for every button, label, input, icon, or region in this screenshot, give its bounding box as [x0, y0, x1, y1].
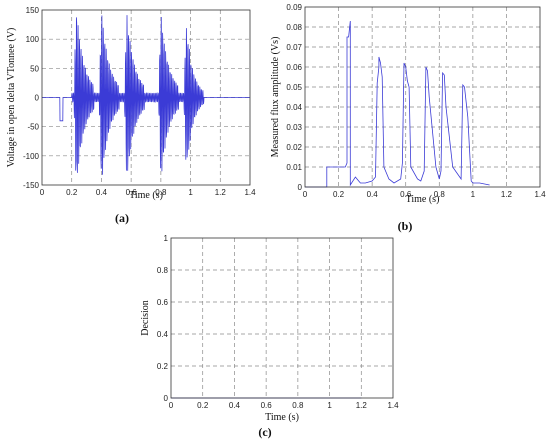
chart-c-ytick-label: 1: [164, 234, 169, 243]
chart-b-x-axis-label: Time (s): [406, 194, 440, 205]
chart-b-series-line: [305, 20, 490, 188]
chart-b-ytick-label: 0.03: [286, 123, 302, 132]
chart-b-xtick-label: 1.2: [501, 190, 513, 199]
chart-a-xtick-label: 1: [188, 188, 193, 197]
chart-a-xtick-label: 0.2: [66, 188, 78, 197]
chart-b-xtick-label: 0.6: [400, 190, 412, 199]
chart-a-x-axis-label: Time (s): [129, 190, 163, 201]
chart-a-ytick-label: 100: [26, 35, 40, 44]
chart-a-xtick-label: 0.8: [155, 188, 167, 197]
chart-c-ytick-label: 0.8: [157, 266, 169, 275]
chart-c-xtick-label: 0.2: [197, 401, 209, 410]
chart-c-ytick-label: 0.2: [157, 362, 169, 371]
chart-b-xtick-label: 0.8: [434, 190, 446, 199]
chart-b-xtick-label: 0: [303, 190, 308, 199]
chart-c-xtick-label: 0.8: [292, 401, 304, 410]
chart-b-ytick-label: 0.07: [286, 43, 302, 52]
chart-a-caption: (a): [115, 211, 129, 225]
chart-a-xtick-label: 0: [40, 188, 45, 197]
chart-a-ytick-label: 50: [30, 64, 39, 73]
chart-a-ytick-label: 150: [26, 6, 40, 15]
chart-c-y-axis-label: Decision: [140, 300, 151, 336]
chart-a-xtick-label: 1.2: [215, 188, 227, 197]
chart-b-ytick-label: 0.02: [286, 143, 302, 152]
chart-c-xtick-label: 1.4: [387, 401, 399, 410]
chart-b-ytick-label: 0.05: [286, 83, 302, 92]
chart-c-caption: (c): [258, 425, 271, 439]
chart-b-caption: (b): [398, 219, 413, 233]
chart-c-xtick-label: 1: [327, 401, 332, 410]
chart-c-xtick-label: 1.2: [356, 401, 368, 410]
chart-b-ytick-label: 0.06: [286, 63, 302, 72]
chart-b-xtick-label: 0.2: [333, 190, 345, 199]
chart-a-xtick-label: 0.6: [126, 188, 138, 197]
chart-a-plot-frame: [41, 9, 251, 186]
chart-b-ytick-label: 0.04: [286, 103, 302, 112]
chart-c-xtick-label: 0: [169, 401, 174, 410]
chart-a-series-line: [42, 15, 250, 175]
chart-a-y-axis-label: Voltage in open delta VTonnee (V): [6, 28, 17, 168]
chart-c-ytick-label: 0: [164, 394, 169, 403]
chart-a-xtick-label: 1.4: [244, 188, 256, 197]
chart-c-x-axis-label: Time (s): [265, 412, 299, 423]
chart-b-plot-frame: [304, 6, 541, 188]
chart-b-ytick-label: 0.08: [286, 23, 302, 32]
chart-c-xtick-label: 0.6: [261, 401, 273, 410]
chart-b-ytick-label: 0.09: [286, 3, 302, 12]
chart-b-xtick-label: 1.4: [534, 190, 546, 199]
chart-a-ytick-label: -100: [23, 152, 40, 161]
chart-b-ytick-label: 0: [298, 183, 303, 192]
chart-a-ytick-label: -150: [23, 181, 40, 190]
chart-c-plot-frame: [170, 237, 394, 399]
chart-b-xtick-label: 1: [471, 190, 476, 199]
chart-b-ytick-label: 0.01: [286, 163, 302, 172]
chart-b-y-axis-label: Measured flux amplitude (Vs): [270, 37, 281, 158]
chart-c-ytick-label: 0.4: [157, 330, 169, 339]
chart-a-ytick-label: 0: [35, 94, 40, 103]
chart-a-ytick-label: -50: [27, 123, 39, 132]
chart-c-ytick-label: 0.6: [157, 298, 169, 307]
chart-b-xtick-label: 0.4: [367, 190, 379, 199]
chart-c-xtick-label: 0.4: [229, 401, 241, 410]
chart-a-xtick-label: 0.4: [96, 188, 108, 197]
